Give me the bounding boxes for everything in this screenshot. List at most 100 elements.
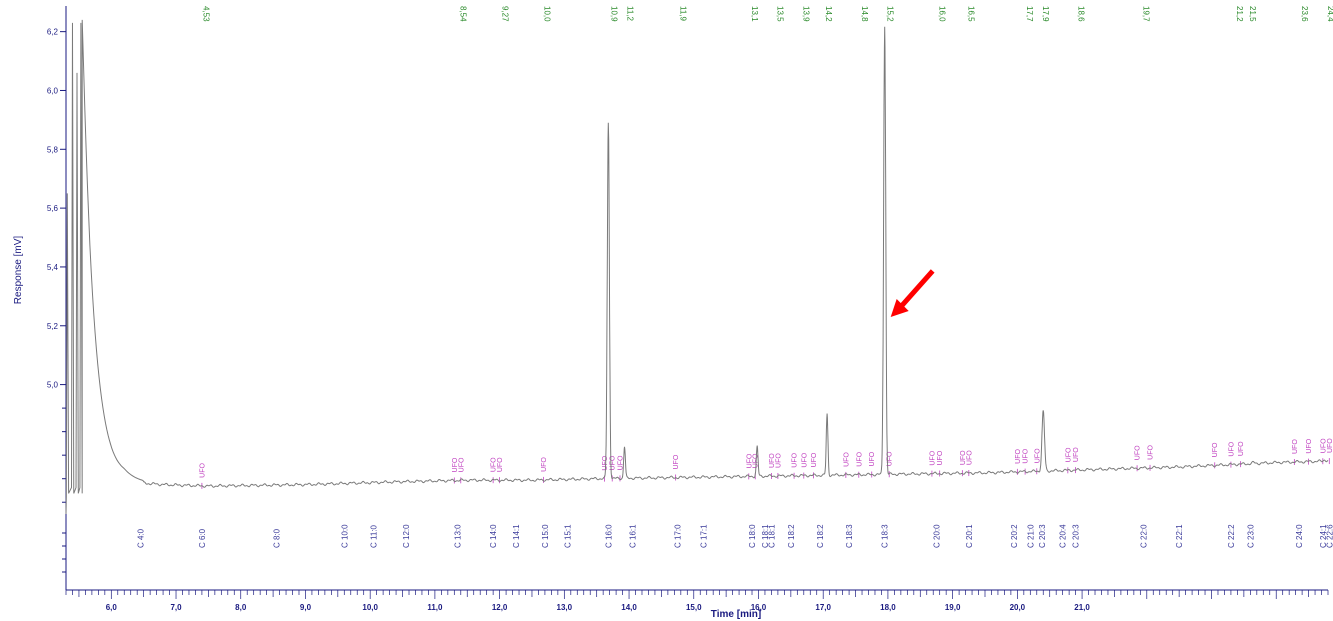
- peak-marker-label: UFO: [673, 454, 680, 469]
- peak-marker-label: UFO: [1327, 438, 1333, 453]
- x-tick-label: 15,0: [686, 603, 702, 612]
- peak-marker-label: UFO: [966, 450, 973, 465]
- retention-time-label: 18,6: [1077, 6, 1086, 22]
- component-label: C 21:0: [1026, 524, 1035, 548]
- retention-time-label: 8,54: [459, 6, 468, 22]
- peak-marker-label: UFO: [1034, 448, 1041, 463]
- annotation-arrow: [890, 269, 935, 317]
- x-axis-label: Time [min]: [711, 609, 761, 620]
- y-axis-label: Response [mV]: [13, 236, 24, 305]
- component-label: C 20:3: [1072, 524, 1081, 548]
- retention-time-label: 10,9: [609, 6, 618, 22]
- retention-time-label: 17,7: [1025, 6, 1034, 22]
- y-tick-label: 6,0: [47, 86, 59, 95]
- x-tick-label: 7,0: [170, 603, 182, 612]
- peak-marker-label: UFO: [1292, 439, 1299, 454]
- component-label: C 4:0: [136, 528, 145, 548]
- peak-marker-label: UFO: [769, 453, 776, 468]
- component-label: C 17:1: [699, 524, 708, 548]
- component-label: C 20:2: [1010, 524, 1019, 548]
- component-label: C 18:0: [748, 524, 757, 548]
- component-label: C 14:0: [489, 524, 498, 548]
- y-tick-label: 6,2: [47, 28, 59, 37]
- peak-markers: UFO UFO UFO UFO UFO UFO UFO UFO UFO UFO UFO UFO UFO U…: [199, 438, 1333, 489]
- component-label: C 23:0: [1246, 524, 1255, 548]
- x-tick-label: 14,0: [621, 603, 637, 612]
- retention-time-label: 11,2: [626, 6, 635, 22]
- component-labels: C 4:0 C 6:0 C 8:0 C 10:0 C 11:0 C 12:0 C 13:0 C…: [136, 524, 1333, 548]
- x-tick-label: 9,0: [300, 603, 312, 612]
- component-label: C 20:3: [1038, 524, 1047, 548]
- peak-marker-label: UFO: [1135, 445, 1142, 460]
- peak-marker-label: UFO: [1320, 438, 1327, 453]
- peak-marker-label: UFO: [458, 457, 465, 472]
- retention-time-label: 13,1: [750, 6, 759, 22]
- peak-marker-label: UFO: [497, 457, 504, 472]
- component-label: C 15:1: [564, 524, 573, 548]
- peak-marker-label: UFO: [452, 457, 459, 472]
- peak-marker-label: UFO: [811, 452, 818, 467]
- peak-marker-label: UFO: [617, 455, 624, 470]
- component-label: C 20:0: [932, 524, 941, 548]
- component-label: C 22:0: [1140, 524, 1149, 548]
- component-label: C 22:1: [1175, 524, 1184, 548]
- y-axis: 6,2 6,0 5,8 5,6 5,4 5,2 5,0: [47, 28, 66, 573]
- component-label: C 14:1: [512, 524, 521, 548]
- retention-time-label: 15,2: [886, 6, 895, 22]
- retention-time-label: 14,8: [860, 6, 869, 22]
- y-tick-label: 5,2: [47, 322, 59, 331]
- component-label: C 16:1: [628, 524, 637, 548]
- peak-marker-label: UFO: [199, 463, 206, 478]
- component-label: C 18:2: [787, 524, 796, 548]
- y-tick-label: 5,4: [47, 263, 59, 272]
- peak-marker-label: UFO: [610, 455, 617, 470]
- retention-time-label: 13,9: [802, 6, 811, 22]
- x-tick-label: 20,0: [1010, 603, 1026, 612]
- x-axis: 6,0 7,0 8,0 9,0 10,0 11,0 12,0 13,0 14,0 15,0 16,0…: [65, 590, 1329, 612]
- x-tick-label: 10,0: [362, 603, 378, 612]
- retention-time-labels: 4,53 8,54 9,27 10,0 10,9 11,2 11,9 13,1 13,5 13,9…: [202, 6, 1333, 22]
- peak-marker-label: UFO: [1015, 449, 1022, 464]
- peak-marker-label: UFO: [1023, 448, 1030, 463]
- component-label: C 24:1: [1319, 524, 1328, 548]
- component-label: C 20:1: [965, 524, 974, 548]
- x-tick-label: 21,0: [1074, 603, 1090, 612]
- peak-marker-label: UFO: [775, 453, 782, 468]
- component-label: C 13:0: [454, 524, 463, 548]
- peak-marker-label: UFO: [960, 450, 967, 465]
- component-label: C 17:0: [674, 524, 683, 548]
- peak-marker-label: UFO: [937, 450, 944, 465]
- y-tick-label: 5,8: [47, 145, 59, 154]
- retention-time-label: 4,53: [202, 6, 211, 22]
- retention-time-label: 21,2: [1235, 6, 1244, 22]
- component-label: C 18:3: [845, 524, 854, 548]
- peak-marker-label: UFO: [801, 452, 808, 467]
- component-label: C 12:0: [402, 524, 411, 548]
- peak-marker-label: UFO: [1073, 447, 1080, 462]
- peak-marker-label: UFO: [1212, 442, 1219, 457]
- y-tick-label: 5,0: [47, 381, 59, 390]
- chromatogram-trace: [65, 19, 1329, 515]
- component-label: C 22:2: [1227, 524, 1236, 548]
- arrow-shaft: [898, 269, 935, 309]
- retention-time-label: 24,4: [1326, 6, 1333, 22]
- retention-time-label: 21,5: [1248, 6, 1257, 22]
- component-label: C 16:0: [604, 524, 613, 548]
- component-label: C 11:0: [369, 524, 378, 548]
- axes: [65, 6, 1328, 591]
- x-tick-label: 6,0: [106, 603, 118, 612]
- retention-time-label: 17,9: [1041, 6, 1050, 22]
- component-label: C 24:0: [1295, 524, 1304, 548]
- x-tick-label: 17,0: [815, 603, 831, 612]
- peak-marker-label: UFO: [869, 451, 876, 466]
- retention-time-label: 10,0: [543, 6, 552, 22]
- retention-time-label: 23,6: [1300, 6, 1309, 22]
- retention-time-label: 13,5: [776, 6, 785, 22]
- x-tick-label: 8,0: [235, 603, 247, 612]
- x-tick-label: 13,0: [557, 603, 573, 612]
- retention-time-label: 16,0: [937, 6, 946, 22]
- peak-marker-label: UFO: [1228, 441, 1235, 456]
- peak-marker-label: UFO: [491, 457, 498, 472]
- retention-time-label: 19,7: [1141, 6, 1150, 22]
